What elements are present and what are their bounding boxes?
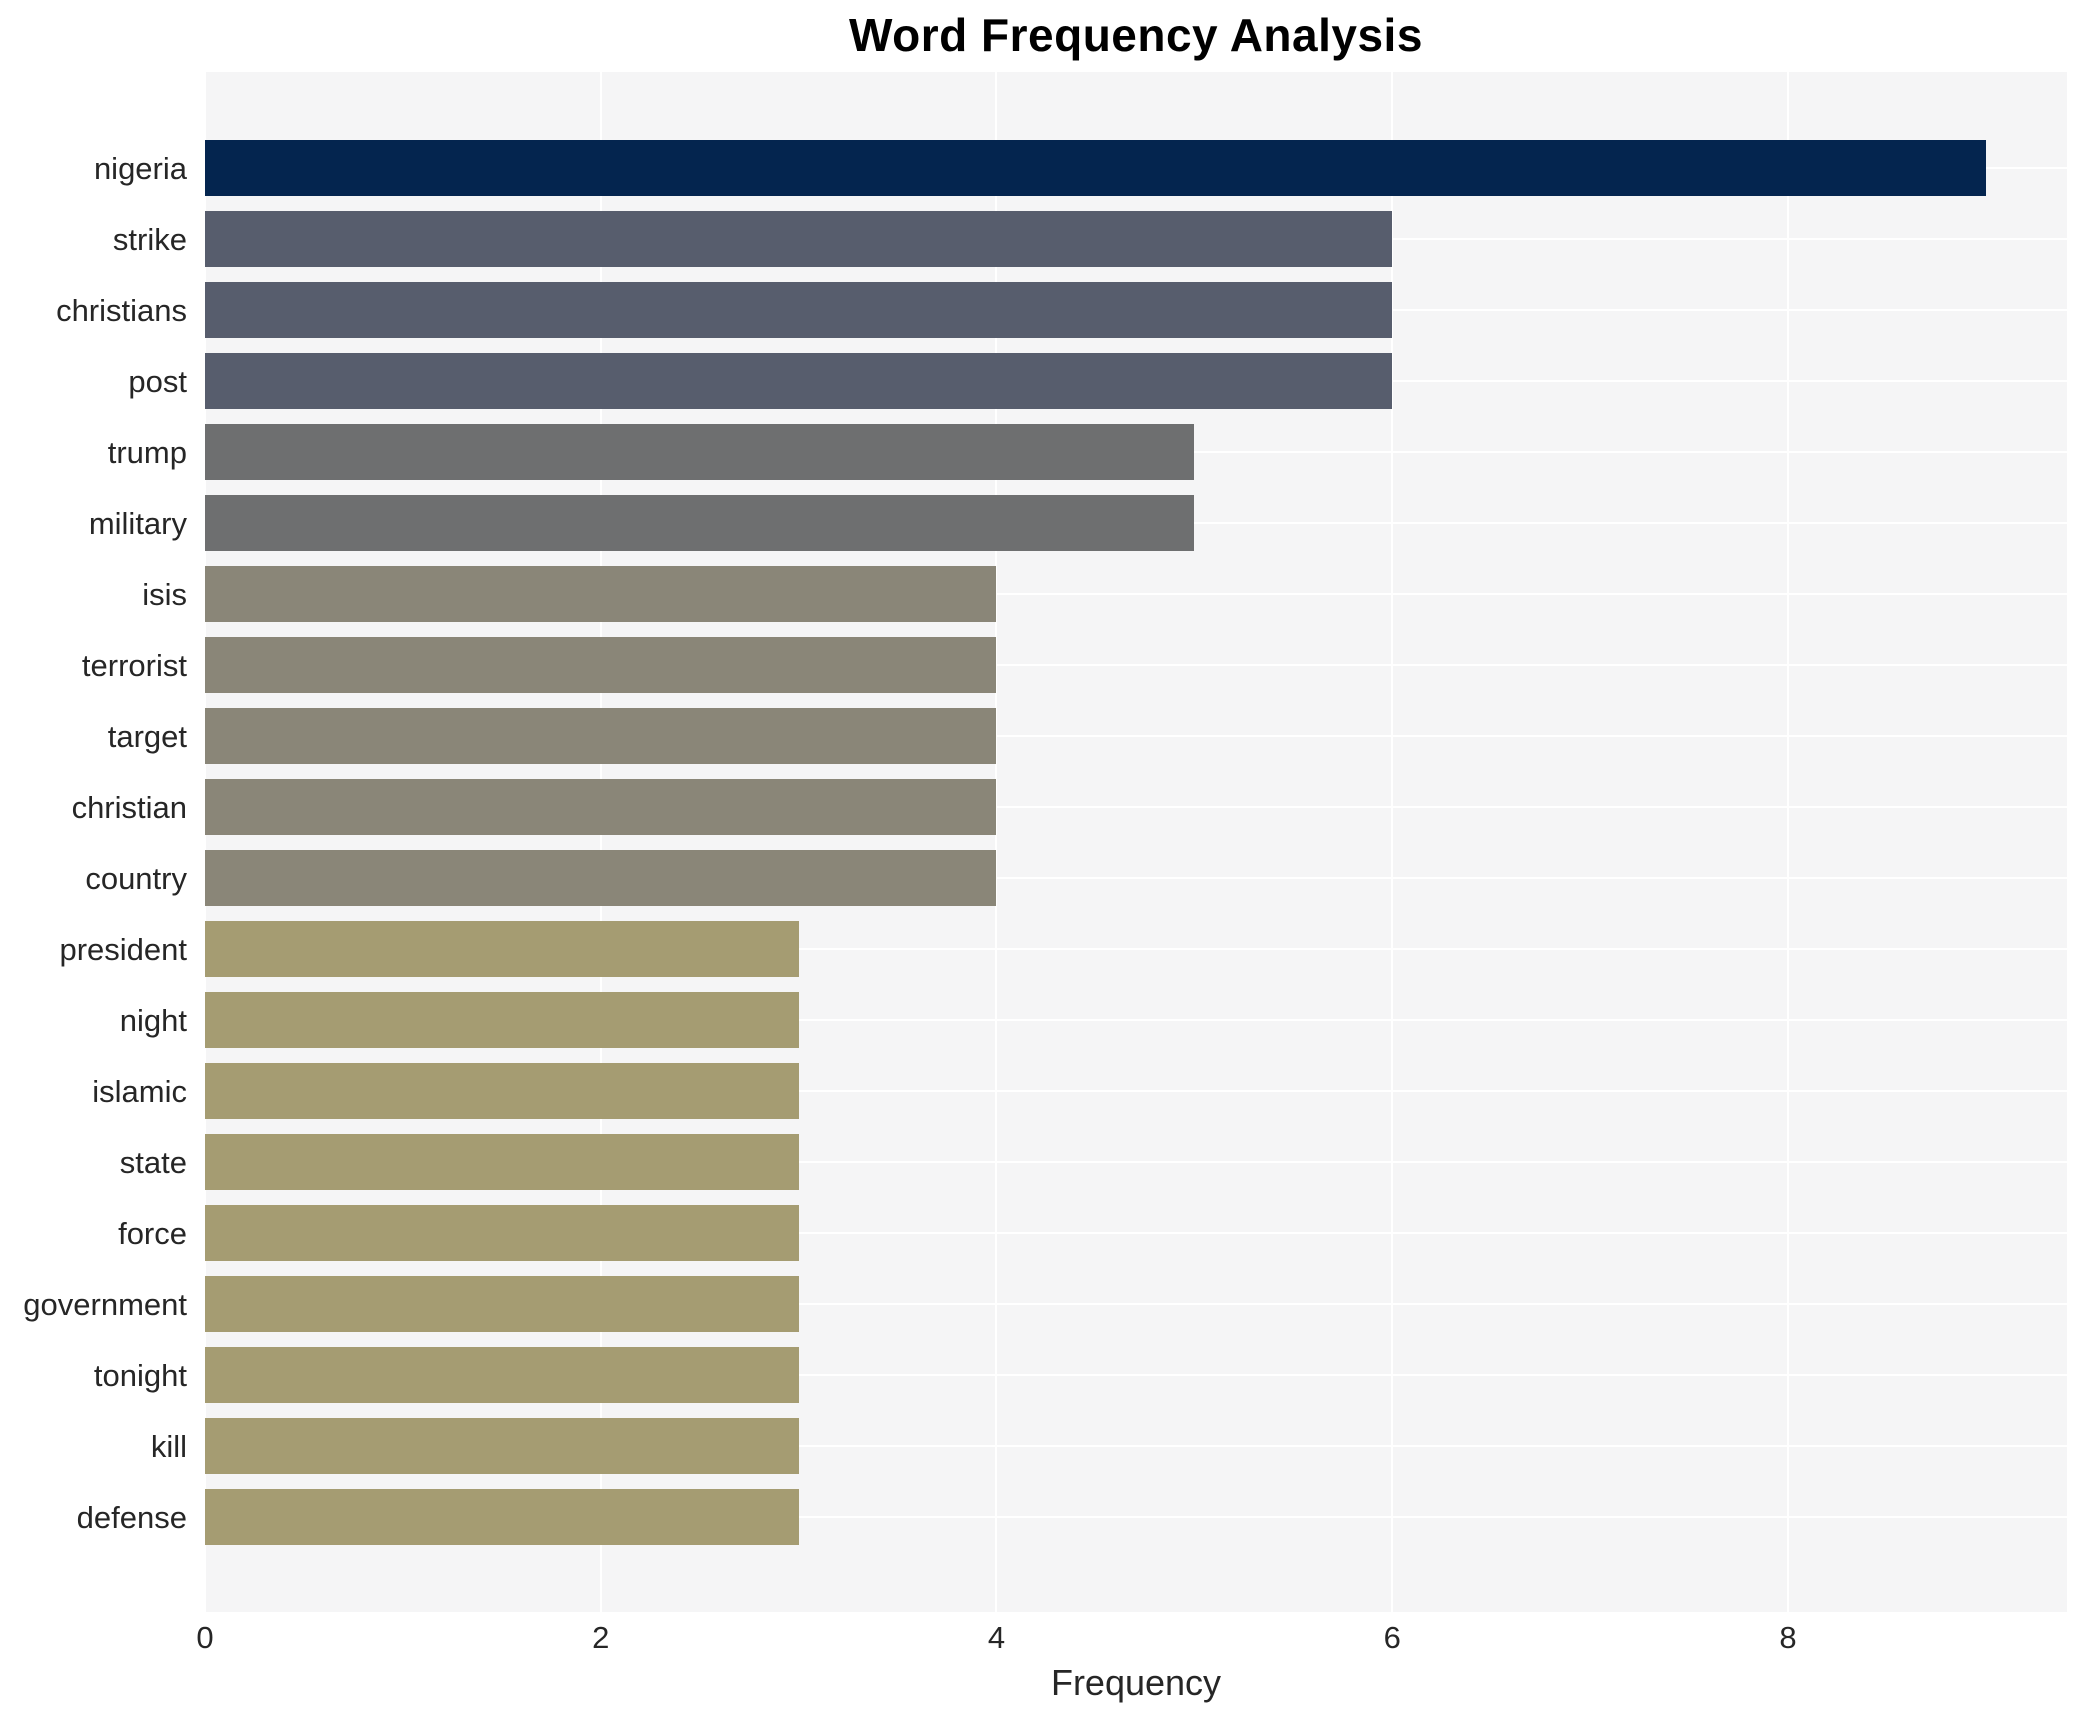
y-axis-labels: nigeria strike christians post trump military… [0, 72, 196, 1612]
plot-area [205, 72, 2067, 1612]
y-gridline [205, 1019, 2067, 1021]
y-gridline [205, 877, 2067, 879]
y-gridline [205, 1374, 2067, 1376]
x-tick-label-6: 6 [1383, 1620, 1401, 1655]
y-tick-label-force: force [118, 1215, 187, 1251]
bar-terrorist [205, 637, 997, 693]
bar-tonight [205, 1347, 799, 1403]
y-gridline [205, 948, 2067, 950]
bar-president [205, 921, 799, 977]
y-gridline [205, 1303, 2067, 1305]
bar-christians [205, 282, 1393, 338]
bar-nigeria [205, 140, 1986, 196]
y-gridline [205, 806, 2067, 808]
y-gridline [205, 735, 2067, 737]
bar-military [205, 495, 1195, 551]
y-tick-label-strike: strike [112, 221, 187, 257]
bar-country [205, 850, 997, 906]
y-tick-label-target: target [107, 718, 187, 754]
y-tick-label-state: state [119, 1144, 187, 1180]
y-gridline [205, 593, 2067, 595]
y-tick-label-trump: trump [107, 434, 187, 470]
y-tick-label-isis: isis [142, 576, 187, 612]
x-gridline [1786, 72, 1789, 1612]
y-gridline [205, 1445, 2067, 1447]
bar-trump [205, 424, 1195, 480]
bar-night [205, 992, 799, 1048]
bar-strike [205, 211, 1393, 267]
bar-defense [205, 1489, 799, 1545]
bar-target [205, 708, 997, 764]
x-tick-label-0: 0 [196, 1620, 214, 1655]
y-gridline [205, 664, 2067, 666]
y-tick-label-nigeria: nigeria [93, 150, 187, 186]
y-tick-label-islamic: islamic [92, 1073, 187, 1109]
x-gridline [995, 72, 998, 1612]
y-gridline [205, 1516, 2067, 1518]
y-tick-label-post: post [128, 363, 187, 399]
x-gridline [599, 72, 602, 1612]
y-tick-label-tonight: tonight [93, 1357, 187, 1393]
x-tick-label-4: 4 [987, 1620, 1006, 1655]
bar-state [205, 1134, 799, 1190]
y-tick-label-government: government [23, 1286, 187, 1322]
bar-force [205, 1205, 799, 1261]
chart-title: Word Frequency Analysis [849, 9, 1423, 61]
y-tick-label-night: night [119, 1002, 187, 1038]
y-gridline [205, 1232, 2067, 1234]
y-tick-label-christians: christians [56, 292, 187, 328]
bar-islamic [205, 1063, 799, 1119]
bar-isis [205, 566, 997, 622]
y-tick-label-defense: defense [76, 1499, 187, 1535]
x-gridline [205, 72, 206, 1612]
y-tick-label-kill: kill [150, 1428, 187, 1464]
x-axis-label: Frequency [1050, 1662, 1222, 1703]
bar-post [205, 353, 1393, 409]
bar-kill [205, 1418, 799, 1474]
x-tick-label-2: 2 [592, 1620, 610, 1655]
bar-christian [205, 779, 997, 835]
x-gridline [1391, 72, 1394, 1612]
bar-government [205, 1276, 799, 1332]
y-tick-label-military: military [88, 505, 187, 541]
x-tick-label-8: 8 [1779, 1620, 1797, 1655]
y-gridline [205, 1161, 2067, 1163]
y-tick-label-terrorist: terrorist [81, 647, 187, 683]
y-tick-label-president: president [59, 931, 187, 967]
y-gridline [205, 1090, 2067, 1092]
y-tick-label-country: country [85, 860, 187, 896]
x-axis-ticks: 0 2 4 6 8 [0, 1620, 2085, 1660]
y-tick-label-christian: christian [71, 789, 187, 825]
